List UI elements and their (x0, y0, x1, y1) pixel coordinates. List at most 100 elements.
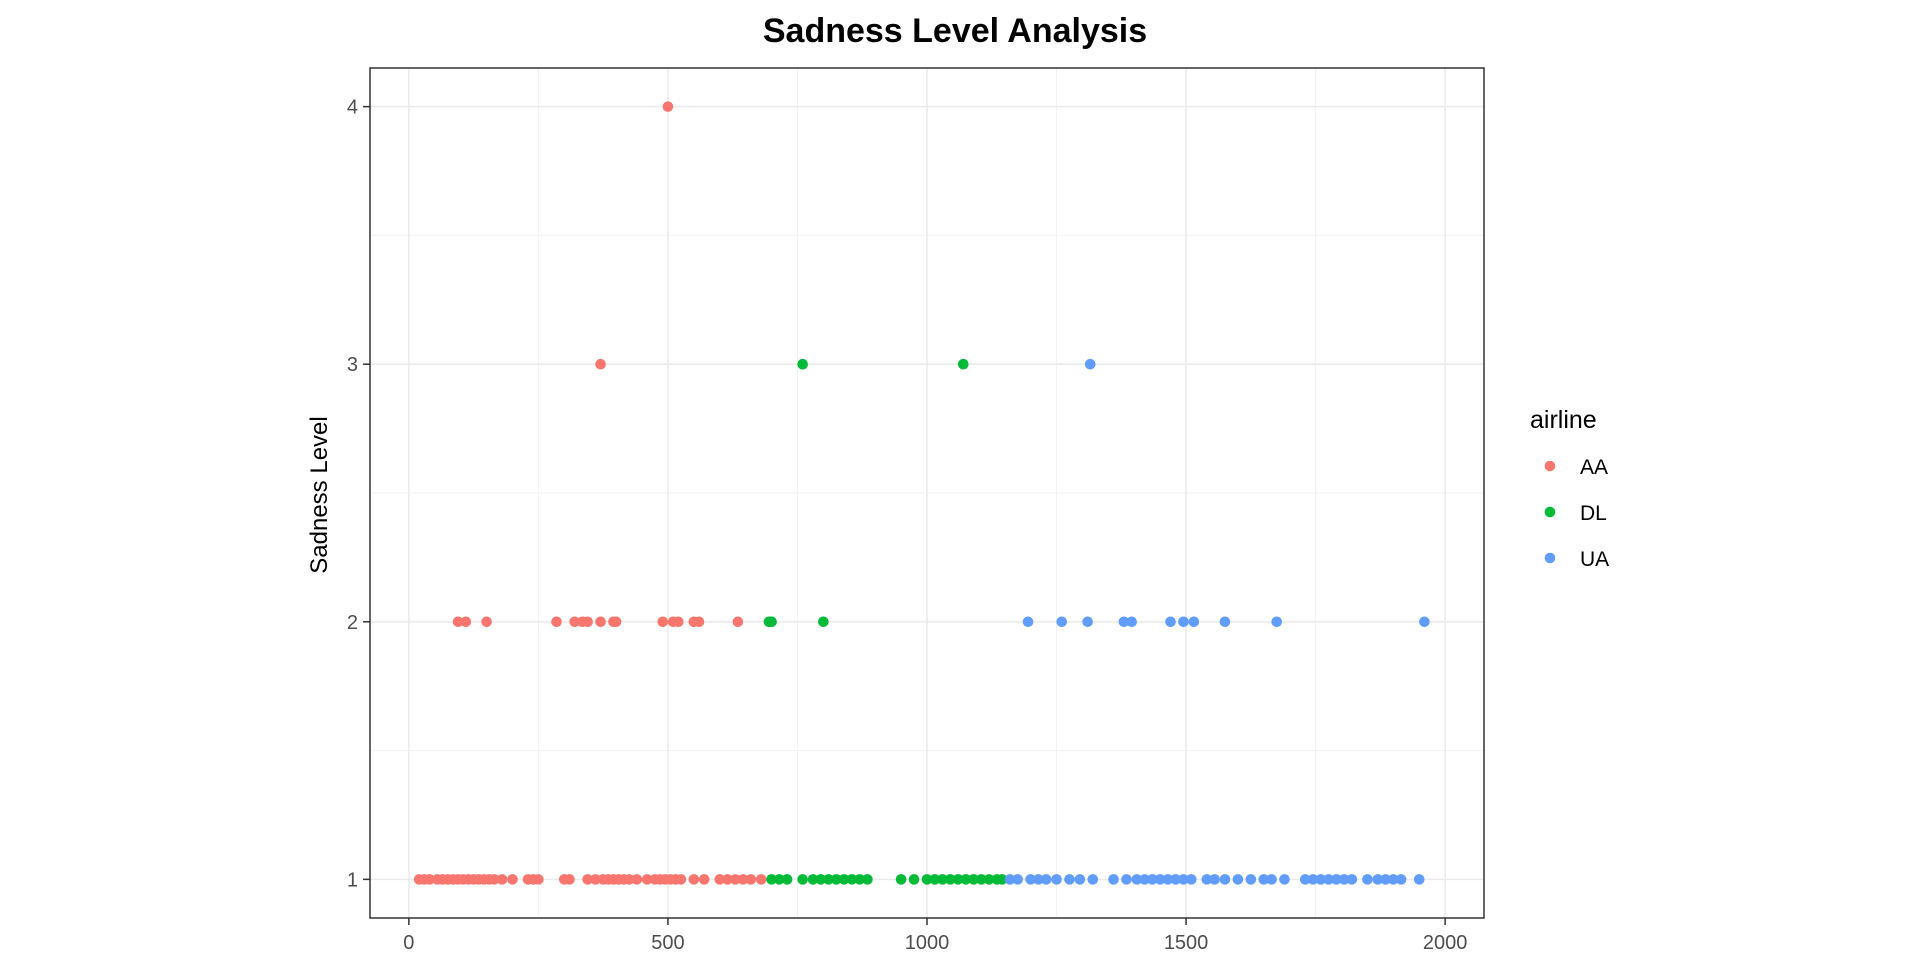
data-point (722, 874, 733, 885)
data-point (1323, 874, 1334, 885)
x-tick-label: 0 (403, 932, 414, 954)
data-point (1178, 874, 1189, 885)
data-point (960, 874, 972, 885)
data-point (1315, 874, 1327, 885)
data-point (921, 874, 933, 885)
data-point (797, 874, 808, 885)
data-point (774, 874, 785, 885)
data-point (838, 874, 850, 885)
data-point (1307, 874, 1319, 885)
data-point (688, 874, 700, 885)
data-point (1219, 874, 1231, 885)
data-point (1139, 874, 1150, 885)
data-point (1108, 874, 1119, 885)
data-point (1419, 616, 1430, 628)
x-axis: 0 500 1000 1500 2000 (403, 918, 1467, 954)
data-point (968, 874, 979, 885)
data-point (657, 616, 669, 628)
data-point (1279, 874, 1290, 885)
data-point (729, 874, 741, 885)
data-point (1084, 358, 1096, 370)
data-point (662, 101, 674, 112)
legend-title: airline (1530, 406, 1597, 434)
legend-item-aa: AA (1544, 456, 1608, 479)
y-tick-label: 4 (347, 97, 358, 119)
data-point (1245, 874, 1257, 885)
data-point (698, 874, 710, 885)
data-point (1271, 616, 1283, 628)
legend-item-dl: DL (1544, 502, 1607, 525)
data-point (1064, 874, 1075, 885)
data-point (937, 874, 948, 885)
data-point (1012, 874, 1023, 885)
data-point (1209, 874, 1220, 885)
data-point (945, 874, 956, 885)
data-point (908, 874, 920, 885)
data-point (815, 874, 827, 885)
data-point (564, 874, 575, 885)
data-point (1154, 874, 1166, 885)
data-point (1188, 616, 1200, 628)
data-point (582, 616, 593, 628)
data-point (1201, 874, 1213, 885)
data-point (1033, 874, 1044, 885)
data-point (1185, 874, 1197, 885)
data-point (1258, 874, 1270, 885)
data-point (1170, 874, 1182, 885)
legend-label: UA (1580, 548, 1609, 571)
data-point (957, 358, 969, 370)
data-point (1266, 874, 1277, 885)
data-point (895, 874, 907, 885)
data-point (781, 874, 793, 885)
data-point (1118, 616, 1130, 628)
data-point (623, 874, 635, 885)
data-point (481, 616, 492, 628)
data-point (641, 874, 653, 885)
data-point (1362, 874, 1373, 885)
y-tick-label: 3 (347, 354, 358, 376)
legend-key (1544, 552, 1556, 564)
data-point (452, 616, 464, 628)
data-point (976, 874, 987, 885)
data-point (1126, 616, 1137, 628)
data-point (766, 874, 777, 885)
legend-key (1544, 506, 1556, 518)
x-tick-label: 1000 (905, 932, 950, 954)
data-point (1331, 874, 1342, 885)
data-point (631, 874, 643, 885)
data-point (1131, 874, 1143, 885)
data-point (610, 616, 622, 628)
data-point (766, 616, 777, 628)
legend-label: DL (1580, 502, 1607, 525)
data-point (732, 616, 744, 628)
data-point (854, 874, 865, 885)
data-point (1025, 874, 1036, 885)
x-tick-label: 1500 (1164, 932, 1209, 954)
data-point (1165, 616, 1176, 628)
data-point (496, 874, 508, 885)
data-point (846, 874, 858, 885)
data-point (1413, 874, 1425, 885)
data-point (1232, 874, 1244, 885)
series-ua (1004, 358, 1430, 885)
data-point (1051, 874, 1062, 885)
data-point (818, 616, 829, 628)
data-point (675, 874, 687, 885)
y-tick-label: 2 (347, 612, 358, 634)
data-point (1299, 874, 1311, 885)
data-point (1056, 616, 1068, 628)
data-point (807, 874, 819, 885)
data-point (1082, 616, 1093, 628)
data-points (413, 101, 1430, 885)
data-point (1022, 616, 1034, 628)
series-dl (763, 358, 1008, 885)
data-point (1219, 616, 1231, 628)
data-point (831, 874, 842, 885)
data-point (996, 874, 1008, 885)
data-point (693, 616, 705, 628)
data-point (929, 874, 941, 885)
data-point (460, 616, 472, 628)
data-point (823, 874, 834, 885)
data-point (1162, 874, 1174, 885)
